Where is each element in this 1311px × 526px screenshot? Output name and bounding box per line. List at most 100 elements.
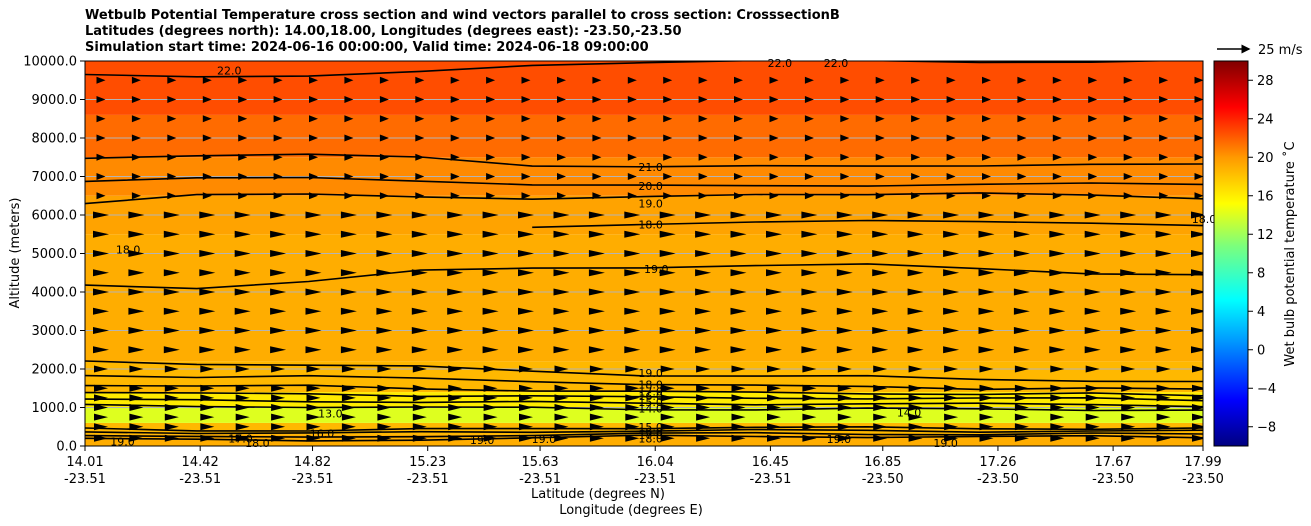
wind-vector [273, 153, 283, 161]
wind-vector [1013, 269, 1030, 277]
wind-vector [379, 115, 389, 123]
wind-vector [94, 394, 108, 402]
wind-vector [804, 153, 814, 161]
wind-vector [164, 434, 179, 442]
wind-vector [1155, 250, 1172, 257]
wind-vector [447, 288, 464, 296]
wind-vector [202, 115, 212, 123]
wind-vector [982, 192, 991, 200]
wind-vector [482, 250, 499, 257]
wind-vector [911, 96, 921, 103]
wind-vector [1013, 211, 1030, 219]
wind-vector [482, 269, 499, 277]
colorbar-tick-label: 16 [1257, 189, 1274, 204]
contour-label: 21.0 [638, 161, 663, 174]
wind-vector [1013, 250, 1030, 257]
wind-vector [306, 413, 321, 421]
wind-vector [802, 404, 817, 411]
wind-vector [376, 269, 393, 277]
x-axis-label-longitude: Longitude (degrees E) [559, 503, 703, 518]
wind-vector [698, 134, 708, 142]
wind-vector [200, 384, 215, 392]
wind-vector [1159, 115, 1169, 123]
wind-vector [167, 192, 177, 200]
wind-vector [131, 134, 141, 142]
wind-vector [766, 230, 782, 238]
wind-vector [163, 327, 180, 334]
wind-vector [802, 413, 817, 421]
wind-vector [306, 365, 321, 373]
wind-vector [873, 384, 888, 392]
wind-vector [519, 365, 533, 373]
contour-line-16.0 [85, 428, 1203, 435]
contour-label: 18.0 [245, 437, 270, 450]
wind-vector [96, 76, 106, 84]
x-tick-label-lon: -23.51 [519, 472, 561, 487]
wind-vector [943, 346, 960, 354]
wind-vector [235, 384, 250, 392]
wind-vector [521, 96, 531, 103]
contour-label: 22.0 [768, 57, 793, 70]
wind-vector [411, 307, 428, 315]
wind-vector [238, 134, 248, 142]
wind-vector [340, 211, 357, 219]
wind-vector [592, 96, 602, 103]
wind-vector [907, 307, 924, 315]
wind-vector [94, 434, 108, 442]
wind-vector [415, 96, 425, 103]
wind-vector [376, 346, 393, 354]
wind-vector [305, 307, 322, 315]
wind-vector [1052, 153, 1062, 161]
wind-vector [235, 423, 250, 431]
wind-vector [1017, 173, 1027, 180]
wind-vector [379, 76, 389, 84]
wind-vector [163, 230, 180, 238]
wind-vector [234, 230, 251, 238]
wind-vector [589, 423, 604, 431]
wind-vector [309, 173, 318, 180]
wind-vector [625, 384, 640, 392]
wind-vector [624, 288, 641, 296]
wind-vector [1049, 269, 1066, 277]
x-tick-label-lat: 16.04 [637, 455, 674, 470]
wind-vector [553, 211, 570, 219]
wind-vector [1013, 346, 1030, 354]
wind-vector [589, 384, 604, 392]
wind-vector [199, 269, 216, 277]
wind-vector [588, 346, 605, 354]
wind-vector [766, 307, 782, 315]
wind-vector [907, 346, 924, 354]
wind-vector [734, 153, 743, 161]
wind-vector [128, 250, 145, 257]
wind-vector [199, 327, 216, 334]
wind-vector [234, 211, 251, 219]
wind-vector [1121, 384, 1136, 392]
wind-vector [1120, 230, 1137, 238]
wind-vector [659, 307, 676, 315]
wind-vector [411, 269, 428, 277]
wind-vector [376, 288, 393, 296]
wind-vector [943, 269, 960, 277]
wind-vector [93, 211, 109, 219]
wind-vector [1159, 192, 1169, 200]
y-axis: 0.0 1000.0 2000.0 3000.0 4000.0 5000.0 6000.0 7… [23, 55, 85, 455]
wind-vector [979, 394, 994, 402]
wind-vector [1159, 134, 1169, 142]
wind-vector [588, 250, 605, 257]
wind-vector [554, 413, 569, 421]
wind-vector [1191, 269, 1203, 277]
wind-vector [271, 413, 286, 421]
wind-vector [730, 307, 747, 315]
wind-vector [415, 153, 425, 161]
wind-vector [836, 327, 853, 334]
wind-vector [1050, 394, 1065, 402]
wind-vector [344, 192, 354, 200]
wind-vector [1050, 365, 1065, 373]
wind-vector [447, 230, 464, 238]
wind-vector [235, 404, 250, 411]
wind-vector [978, 269, 995, 277]
wind-vector [1192, 404, 1203, 411]
wind-vector [982, 153, 991, 161]
colorbar-tick-label: −4 [1257, 382, 1276, 397]
wind-vector [202, 96, 212, 103]
